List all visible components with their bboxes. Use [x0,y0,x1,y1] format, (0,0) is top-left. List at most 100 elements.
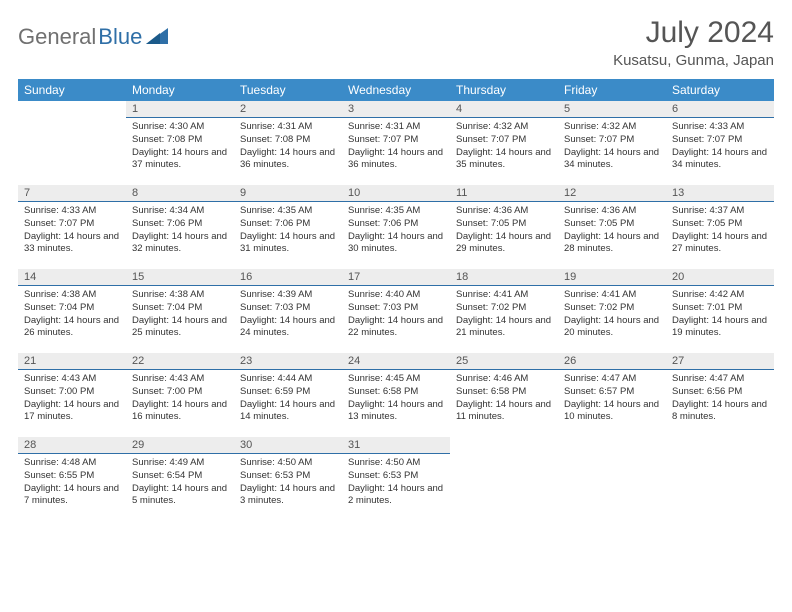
day-number: 17 [342,269,450,286]
day-info: Sunrise: 4:48 AMSunset: 6:55 PMDaylight:… [18,454,126,511]
calendar-cell: 26Sunrise: 4:47 AMSunset: 6:57 PMDayligh… [558,353,666,437]
daylight-line: Daylight: 14 hours and 31 minutes. [240,231,336,257]
sunrise-line: Sunrise: 4:36 AM [456,205,552,218]
daylight-line: Daylight: 14 hours and 7 minutes. [24,483,120,509]
calendar-row: 14Sunrise: 4:38 AMSunset: 7:04 PMDayligh… [18,269,774,353]
day-info: Sunrise: 4:47 AMSunset: 6:57 PMDaylight:… [558,370,666,427]
sunrise-line: Sunrise: 4:30 AM [132,121,228,134]
sunset-line: Sunset: 7:04 PM [24,302,120,315]
sunset-line: Sunset: 7:07 PM [672,134,768,147]
calendar-cell: 30Sunrise: 4:50 AMSunset: 6:53 PMDayligh… [234,437,342,521]
day-number: 16 [234,269,342,286]
calendar-table: Sunday Monday Tuesday Wednesday Thursday… [18,79,774,521]
daylight-line: Daylight: 14 hours and 5 minutes. [132,483,228,509]
calendar-cell: 3Sunrise: 4:31 AMSunset: 7:07 PMDaylight… [342,101,450,185]
calendar-row: 7Sunrise: 4:33 AMSunset: 7:07 PMDaylight… [18,185,774,269]
sunset-line: Sunset: 7:07 PM [564,134,660,147]
sunrise-line: Sunrise: 4:38 AM [24,289,120,302]
day-info: Sunrise: 4:43 AMSunset: 7:00 PMDaylight:… [126,370,234,427]
day-info: Sunrise: 4:36 AMSunset: 7:05 PMDaylight:… [450,202,558,259]
daylight-line: Daylight: 14 hours and 27 minutes. [672,231,768,257]
sunset-line: Sunset: 7:02 PM [456,302,552,315]
day-info: Sunrise: 4:50 AMSunset: 6:53 PMDaylight:… [234,454,342,511]
sunrise-line: Sunrise: 4:37 AM [672,205,768,218]
logo: General Blue [18,16,168,50]
day-number: 29 [126,437,234,454]
calendar-cell: 8Sunrise: 4:34 AMSunset: 7:06 PMDaylight… [126,185,234,269]
calendar-cell: 13Sunrise: 4:37 AMSunset: 7:05 PMDayligh… [666,185,774,269]
page-subtitle: Kusatsu, Gunma, Japan [613,52,774,69]
sunrise-line: Sunrise: 4:41 AM [564,289,660,302]
daylight-line: Daylight: 14 hours and 29 minutes. [456,231,552,257]
sunrise-line: Sunrise: 4:40 AM [348,289,444,302]
day-info: Sunrise: 4:41 AMSunset: 7:02 PMDaylight:… [450,286,558,343]
sunrise-line: Sunrise: 4:38 AM [132,289,228,302]
sunset-line: Sunset: 7:03 PM [240,302,336,315]
calendar-cell: 28Sunrise: 4:48 AMSunset: 6:55 PMDayligh… [18,437,126,521]
day-number: 25 [450,353,558,370]
daylight-line: Daylight: 14 hours and 34 minutes. [672,147,768,173]
calendar-cell: 25Sunrise: 4:46 AMSunset: 6:58 PMDayligh… [450,353,558,437]
sunrise-line: Sunrise: 4:32 AM [564,121,660,134]
day-number: 1 [126,101,234,118]
day-info: Sunrise: 4:33 AMSunset: 7:07 PMDaylight:… [18,202,126,259]
calendar-cell: 7Sunrise: 4:33 AMSunset: 7:07 PMDaylight… [18,185,126,269]
day-info: Sunrise: 4:47 AMSunset: 6:56 PMDaylight:… [666,370,774,427]
daylight-line: Daylight: 14 hours and 22 minutes. [348,315,444,341]
calendar-cell: 17Sunrise: 4:40 AMSunset: 7:03 PMDayligh… [342,269,450,353]
weekday-header: Wednesday [342,79,450,101]
calendar-cell: 27Sunrise: 4:47 AMSunset: 6:56 PMDayligh… [666,353,774,437]
page-header: General Blue July 2024 Kusatsu, Gunma, J… [18,16,774,69]
calendar-cell: 14Sunrise: 4:38 AMSunset: 7:04 PMDayligh… [18,269,126,353]
sunset-line: Sunset: 6:59 PM [240,386,336,399]
sunset-line: Sunset: 6:58 PM [348,386,444,399]
daylight-line: Daylight: 14 hours and 16 minutes. [132,399,228,425]
daylight-line: Daylight: 14 hours and 19 minutes. [672,315,768,341]
day-info: Sunrise: 4:38 AMSunset: 7:04 PMDaylight:… [126,286,234,343]
sunrise-line: Sunrise: 4:32 AM [456,121,552,134]
daylight-line: Daylight: 14 hours and 32 minutes. [132,231,228,257]
calendar-cell: 11Sunrise: 4:36 AMSunset: 7:05 PMDayligh… [450,185,558,269]
daylight-line: Daylight: 14 hours and 33 minutes. [24,231,120,257]
calendar-cell: 22Sunrise: 4:43 AMSunset: 7:00 PMDayligh… [126,353,234,437]
calendar-page: General Blue July 2024 Kusatsu, Gunma, J… [0,0,792,537]
calendar-cell: 23Sunrise: 4:44 AMSunset: 6:59 PMDayligh… [234,353,342,437]
day-number: 5 [558,101,666,118]
day-info: Sunrise: 4:35 AMSunset: 7:06 PMDaylight:… [342,202,450,259]
logo-text-2: Blue [98,24,142,50]
sunrise-line: Sunrise: 4:48 AM [24,457,120,470]
daylight-line: Daylight: 14 hours and 21 minutes. [456,315,552,341]
daylight-line: Daylight: 14 hours and 28 minutes. [564,231,660,257]
day-info: Sunrise: 4:42 AMSunset: 7:01 PMDaylight:… [666,286,774,343]
day-info: Sunrise: 4:39 AMSunset: 7:03 PMDaylight:… [234,286,342,343]
calendar-row: 21Sunrise: 4:43 AMSunset: 7:00 PMDayligh… [18,353,774,437]
sunrise-line: Sunrise: 4:49 AM [132,457,228,470]
weekday-header: Monday [126,79,234,101]
sunrise-line: Sunrise: 4:35 AM [348,205,444,218]
day-number: 13 [666,185,774,202]
sunrise-line: Sunrise: 4:43 AM [132,373,228,386]
daylight-line: Daylight: 14 hours and 36 minutes. [348,147,444,173]
day-info: Sunrise: 4:31 AMSunset: 7:07 PMDaylight:… [342,118,450,175]
day-info: Sunrise: 4:43 AMSunset: 7:00 PMDaylight:… [18,370,126,427]
calendar-cell: 31Sunrise: 4:50 AMSunset: 6:53 PMDayligh… [342,437,450,521]
sunset-line: Sunset: 6:53 PM [348,470,444,483]
sunrise-line: Sunrise: 4:46 AM [456,373,552,386]
logo-triangle-icon [146,24,168,50]
day-info: Sunrise: 4:33 AMSunset: 7:07 PMDaylight:… [666,118,774,175]
daylight-line: Daylight: 14 hours and 11 minutes. [456,399,552,425]
sunrise-line: Sunrise: 4:33 AM [672,121,768,134]
daylight-line: Daylight: 14 hours and 13 minutes. [348,399,444,425]
daylight-line: Daylight: 14 hours and 35 minutes. [456,147,552,173]
sunrise-line: Sunrise: 4:33 AM [24,205,120,218]
day-info: Sunrise: 4:32 AMSunset: 7:07 PMDaylight:… [558,118,666,175]
sunrise-line: Sunrise: 4:45 AM [348,373,444,386]
sunrise-line: Sunrise: 4:41 AM [456,289,552,302]
weekday-header-row: Sunday Monday Tuesday Wednesday Thursday… [18,79,774,101]
calendar-cell: 19Sunrise: 4:41 AMSunset: 7:02 PMDayligh… [558,269,666,353]
weekday-header: Saturday [666,79,774,101]
sunset-line: Sunset: 7:06 PM [132,218,228,231]
daylight-line: Daylight: 14 hours and 25 minutes. [132,315,228,341]
calendar-cell: 18Sunrise: 4:41 AMSunset: 7:02 PMDayligh… [450,269,558,353]
day-number: 21 [18,353,126,370]
